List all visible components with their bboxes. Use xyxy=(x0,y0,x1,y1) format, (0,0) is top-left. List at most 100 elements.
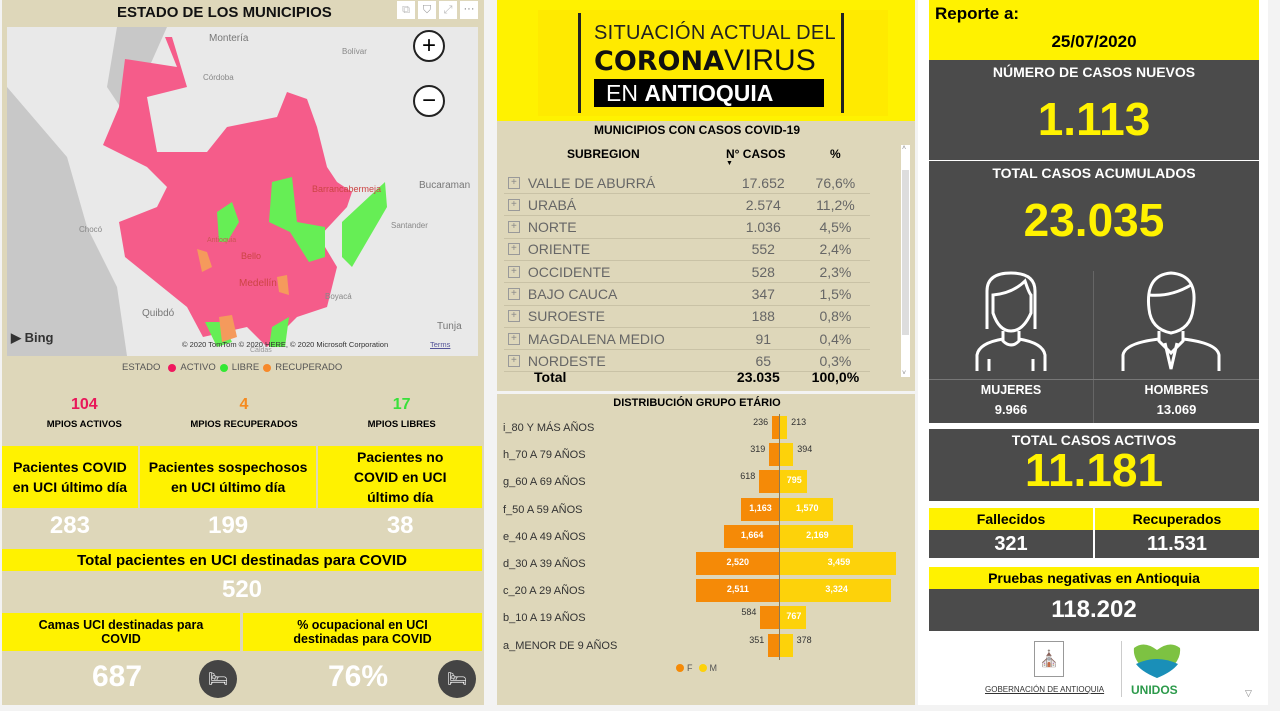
table-row[interactable]: + NORDESTE 65 0,3% xyxy=(504,350,870,373)
bar-f[interactable] xyxy=(768,633,780,657)
region-libre xyxy=(342,182,387,267)
table-panel xyxy=(497,121,915,391)
bar-f[interactable] xyxy=(695,579,780,603)
casos-value: 65 xyxy=(755,352,772,369)
map[interactable]: Montería Bolívar Córdoba Barrancabermeja… xyxy=(7,27,478,356)
more-options-icon[interactable]: ··· xyxy=(460,1,478,19)
bar-m[interactable] xyxy=(780,633,793,657)
bar-m[interactable] xyxy=(780,443,794,467)
stat-label: MPIOS ACTIVOS xyxy=(46,419,122,430)
bar-value-label: 3,324 xyxy=(825,584,848,595)
bar-m[interactable] xyxy=(780,552,896,575)
region-recuperado xyxy=(277,275,289,295)
table-row[interactable]: + MAGDALENA MEDIO 91 0,4% xyxy=(504,328,870,351)
scroll-up-icon[interactable]: ˄ xyxy=(902,145,907,152)
logo-line2: CORONAVIRUS xyxy=(594,44,816,78)
pct-value: 2,3% xyxy=(819,263,852,280)
table-row[interactable]: + VALLE DE ABURRÁ 17.652 76,6% xyxy=(504,172,870,194)
bar-f[interactable] xyxy=(724,524,780,548)
municipio-stats: 104 MPIOS ACTIVOS 4 MPIOS RECUPERADOS 17 MP… xyxy=(2,387,482,441)
legend-dot-m xyxy=(698,664,707,672)
age-category-label: a_MENOR DE 9 AÑOS xyxy=(503,639,618,652)
bar-m[interactable] xyxy=(780,524,853,548)
logo-virus: VIRUS xyxy=(724,44,816,77)
bar-value-label: 795 xyxy=(786,475,802,486)
map-copyright: © 2020 TomTom © 2020 HERE, © 2020 Micros… xyxy=(182,340,389,349)
bar-f[interactable] xyxy=(695,552,780,575)
stat-recuperados: 4 MPIOS RECUPERADOS xyxy=(168,387,320,441)
expand-icon[interactable]: + xyxy=(508,176,520,189)
filter-icon[interactable]: ⛉ xyxy=(418,1,436,19)
pct-value: 0,4% xyxy=(819,330,852,347)
unidos-label: UNIDOS xyxy=(1131,683,1178,697)
legend-f: F xyxy=(687,663,693,673)
map-title: ESTADO DE LOS MUNICIPIOS xyxy=(117,4,332,21)
scroll-down-icon[interactable]: ˅ xyxy=(902,370,907,377)
copy-icon[interactable]: ⧉ xyxy=(397,1,415,19)
coronavirus-logo: SITUACIÓN ACTUAL DEL CORONAVIRUS EN ANTI… xyxy=(538,10,888,116)
table-row[interactable]: + NORTE 1.036 4,5% xyxy=(504,217,870,239)
bar-f[interactable] xyxy=(759,470,780,494)
legend-m: M xyxy=(709,663,718,673)
casos-value: 552 xyxy=(751,241,775,258)
table-row[interactable]: + URABÁ 2.574 11,2% xyxy=(504,194,870,217)
expand-icon[interactable]: + xyxy=(508,221,520,234)
bar-value-label: 2,511 xyxy=(726,584,749,595)
bar-m[interactable] xyxy=(780,470,807,494)
bing-logo: ▶ Bing xyxy=(11,330,54,345)
bar-m[interactable] xyxy=(780,606,806,630)
table-row[interactable]: + ORIENTE 552 2,4% xyxy=(504,239,870,261)
logo-line1: SITUACIÓN ACTUAL DEL xyxy=(594,22,836,44)
zoom-in-button[interactable]: + xyxy=(413,30,445,62)
casos-value: 528 xyxy=(751,263,775,280)
subregion-name: URABÁ xyxy=(527,196,577,213)
stat-value: 17 xyxy=(392,396,411,413)
table-row[interactable]: + SUROESTE 188 0,8% xyxy=(504,306,870,328)
expand-icon[interactable]: + xyxy=(508,265,520,278)
place-label: Antioquia xyxy=(207,237,237,244)
bar-f[interactable] xyxy=(760,606,780,630)
expand-icon[interactable]: + xyxy=(508,243,520,256)
divider xyxy=(1121,641,1122,697)
scrollbar-thumb[interactable] xyxy=(902,170,909,335)
chart-legend: F M xyxy=(676,663,717,673)
table-row[interactable]: + OCCIDENTE 528 2,3% xyxy=(504,261,870,284)
region-libre xyxy=(269,317,289,347)
table-scrollbar[interactable]: ˄ ˅ xyxy=(901,145,910,377)
bar-m[interactable] xyxy=(780,416,788,439)
expand-icon[interactable]: + xyxy=(508,310,520,323)
col-header-casos[interactable]: N° CASOS xyxy=(726,147,786,161)
subregion-name: OCCIDENTE xyxy=(527,263,611,280)
pct-value: 2,4% xyxy=(819,241,852,258)
bar-f[interactable] xyxy=(769,443,780,467)
place-label: Boyacá xyxy=(325,292,352,301)
bar-f[interactable] xyxy=(772,416,780,439)
hospital-bed-icon: 🛏 xyxy=(199,660,237,698)
chart-axis xyxy=(779,414,780,660)
filter-pane-icon[interactable]: ▽ xyxy=(1245,688,1252,698)
expand-icon[interactable]: + xyxy=(508,198,520,211)
table-row[interactable]: + BAJO CAUCA 347 1,5% xyxy=(504,284,870,306)
expand-icon[interactable]: + xyxy=(508,288,520,300)
expand-icon[interactable]: + xyxy=(508,354,520,367)
subregion-name: SUROESTE xyxy=(527,308,605,325)
bar-m[interactable] xyxy=(780,579,892,603)
terms-link[interactable]: Terms xyxy=(430,340,451,349)
place-label: Caldas xyxy=(250,347,272,354)
bar-f[interactable] xyxy=(741,497,780,521)
uci-card: Pacientes sospechosos en UCI último día 1… xyxy=(139,446,317,544)
gobernacion-seal: ⛪ xyxy=(1034,641,1064,677)
ocupacion-value: 76% xyxy=(328,660,389,693)
focus-mode-icon[interactable]: ⤢ xyxy=(439,1,457,19)
uci-total-value: 520 xyxy=(221,576,263,603)
fallecidos-label: Fallecidos xyxy=(929,508,1093,530)
stat-label: MPIOS RECUPERADOS xyxy=(190,419,298,430)
col-header-pct[interactable]: % xyxy=(830,147,841,161)
col-header-subregion[interactable]: SUBREGION xyxy=(567,147,640,161)
uci-label: Pacientes no COVID en UCI último día xyxy=(318,446,482,508)
expand-icon[interactable]: + xyxy=(508,332,520,345)
bar-m[interactable] xyxy=(780,497,833,521)
casos-value: 91 xyxy=(755,330,772,347)
activos-card: TOTAL CASOS ACTIVOS 11.181 xyxy=(929,429,1259,501)
zoom-out-button[interactable]: − xyxy=(413,85,445,117)
